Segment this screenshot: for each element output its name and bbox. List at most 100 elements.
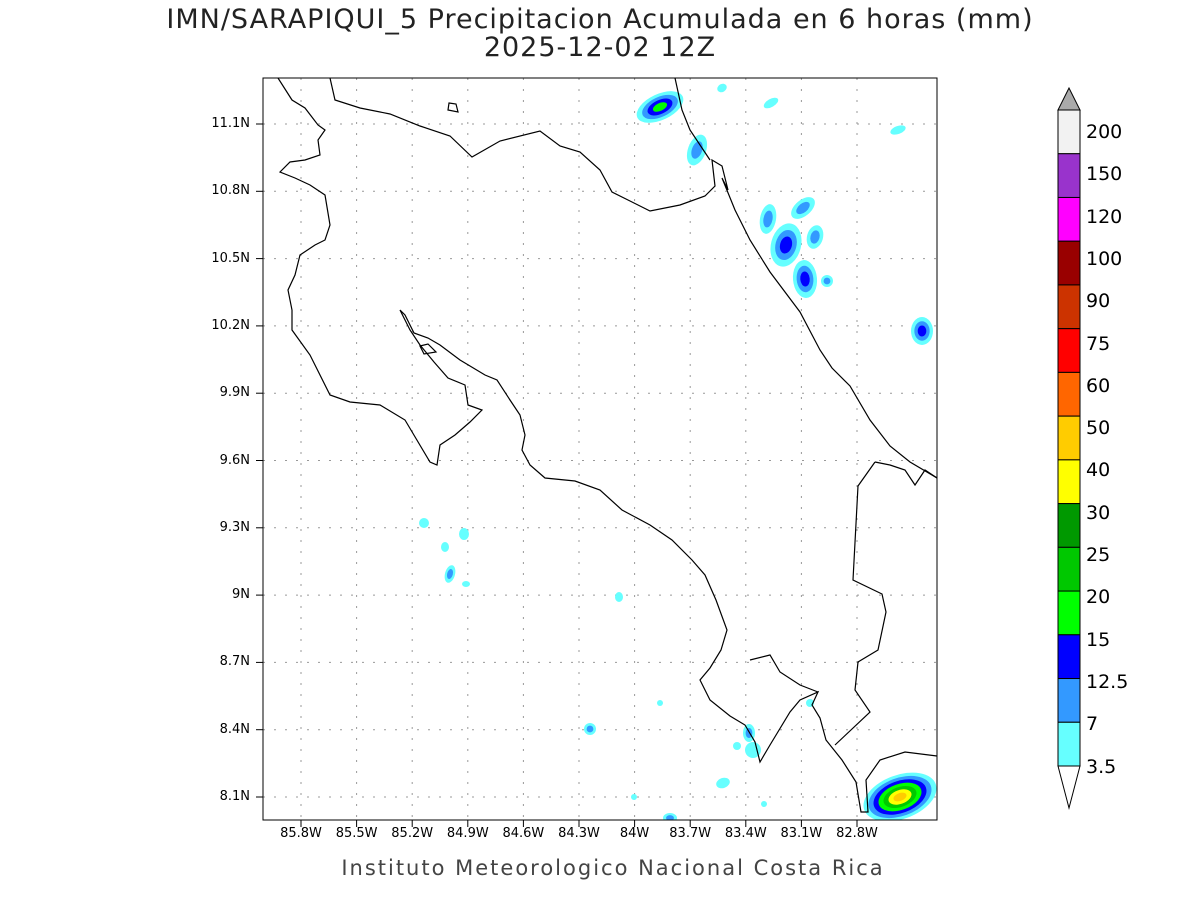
coastlines <box>277 78 937 813</box>
nicaragua-coast <box>674 78 711 161</box>
lon-label: 84W <box>619 826 650 841</box>
colorbar-label: 40 <box>1086 459 1111 482</box>
precip-contour <box>745 742 761 758</box>
precip-contour <box>446 569 454 579</box>
colorbar-box <box>1057 503 1081 548</box>
colorbar-over-triangle <box>1057 86 1081 111</box>
precip-contour <box>733 742 741 750</box>
precip-contour <box>893 792 907 802</box>
precip-contour <box>763 97 779 109</box>
precip-cell <box>733 742 741 750</box>
lat-label: 9.3N <box>219 519 250 535</box>
colorbar-box <box>1057 109 1081 155</box>
lat-label: 9N <box>232 587 250 603</box>
precip-cell <box>890 125 906 135</box>
precip-cell <box>792 260 818 298</box>
precip-cell <box>663 813 677 820</box>
precip-cell <box>759 204 777 234</box>
lat-label: 9.6N <box>219 452 250 468</box>
precip-cell <box>459 528 469 540</box>
lat-label: 8.4N <box>219 721 250 737</box>
caribbean-coastline <box>329 78 937 479</box>
colorbar-box <box>1057 284 1081 330</box>
precip-cell <box>911 317 933 345</box>
colorbar-label: 90 <box>1086 290 1111 313</box>
colorbar-label: 25 <box>1086 544 1111 566</box>
map-frame <box>262 77 938 821</box>
precip-contour <box>917 325 927 337</box>
bocas-del-toro <box>874 461 937 487</box>
precip-cell <box>806 225 824 249</box>
lat-label: 9.9N <box>219 385 250 401</box>
pacific-coastline <box>277 78 937 813</box>
colorbar-label: 30 <box>1086 501 1111 524</box>
lat-label: 10.8N <box>211 183 250 199</box>
precip-contour <box>652 102 668 112</box>
precip-cell <box>444 565 456 583</box>
precip-cell <box>745 742 761 758</box>
precip-contour <box>779 236 793 254</box>
lon-label: 85.2W <box>391 826 434 841</box>
precip-contour <box>763 210 773 228</box>
lon-label: 85.5W <box>335 826 378 841</box>
colorbar-label: 120 <box>1086 205 1123 228</box>
precip-cell <box>636 91 684 123</box>
precip-contour <box>459 528 469 540</box>
precip-cell <box>441 542 449 552</box>
colorbar-label: 15 <box>1086 628 1111 651</box>
precip-cell <box>761 801 767 807</box>
map-title: IMN/SARAPIQUI_5 Precipitacion Acumulada … <box>166 4 1034 35</box>
precip-cell <box>791 197 815 219</box>
golfo-dulce <box>749 654 819 693</box>
precip-contour <box>823 277 831 285</box>
precip-cell <box>462 581 470 587</box>
lat-label: 8.1N <box>219 789 250 804</box>
precip-cell <box>657 700 663 706</box>
precip-contour <box>717 83 727 93</box>
precip-contour <box>586 725 594 733</box>
precip-contour <box>615 592 623 602</box>
colorbar-box <box>1057 196 1081 242</box>
map-date: 2025-12-02 12Z <box>483 32 717 63</box>
lon-label: 83.7W <box>669 826 712 841</box>
colorbar-label: 200 <box>1086 121 1123 143</box>
colorbar-box <box>1057 240 1081 286</box>
precip-cell <box>821 275 833 287</box>
colorbar-label: 20 <box>1086 586 1111 609</box>
lon-label: 82.8W <box>836 826 878 841</box>
precip-cell <box>716 777 730 789</box>
lat-label: 8.7N <box>219 654 250 670</box>
lon-label: 85.8W <box>280 826 322 841</box>
precip-cell <box>584 723 596 735</box>
precip-cell <box>686 134 708 166</box>
precip-contour <box>810 230 820 244</box>
precip-cell <box>615 592 623 602</box>
precip-contour <box>890 125 906 135</box>
precip-contour <box>796 201 810 215</box>
colorbar-label: 12.5 <box>1086 670 1129 693</box>
colorbar-label: 75 <box>1086 332 1111 355</box>
precipitation-field <box>419 83 937 820</box>
colorbar-label: 7 <box>1086 713 1099 736</box>
lon-label: 84.6W <box>502 826 545 841</box>
panama-border <box>834 461 887 746</box>
colorbar-box <box>1057 546 1081 592</box>
colorbar-box <box>1057 678 1081 723</box>
colorbar-label: 150 <box>1086 163 1123 186</box>
lat-label: 10.2N <box>211 317 250 333</box>
colorbar-box <box>1057 721 1081 767</box>
colorbar-box <box>1057 590 1081 636</box>
colorbar-box <box>1057 153 1081 198</box>
colorbar-box <box>1057 328 1081 373</box>
precip-contour <box>666 815 674 820</box>
precip-contour <box>419 518 429 528</box>
colorbar-box <box>1057 371 1081 417</box>
precip-cell <box>763 97 779 109</box>
colorbar-label: 60 <box>1086 374 1111 397</box>
precip-cell <box>863 772 937 820</box>
precip-cell <box>631 794 637 800</box>
gridlines <box>256 78 937 827</box>
precip-cell <box>419 518 429 528</box>
colorbar-box <box>1057 634 1081 680</box>
